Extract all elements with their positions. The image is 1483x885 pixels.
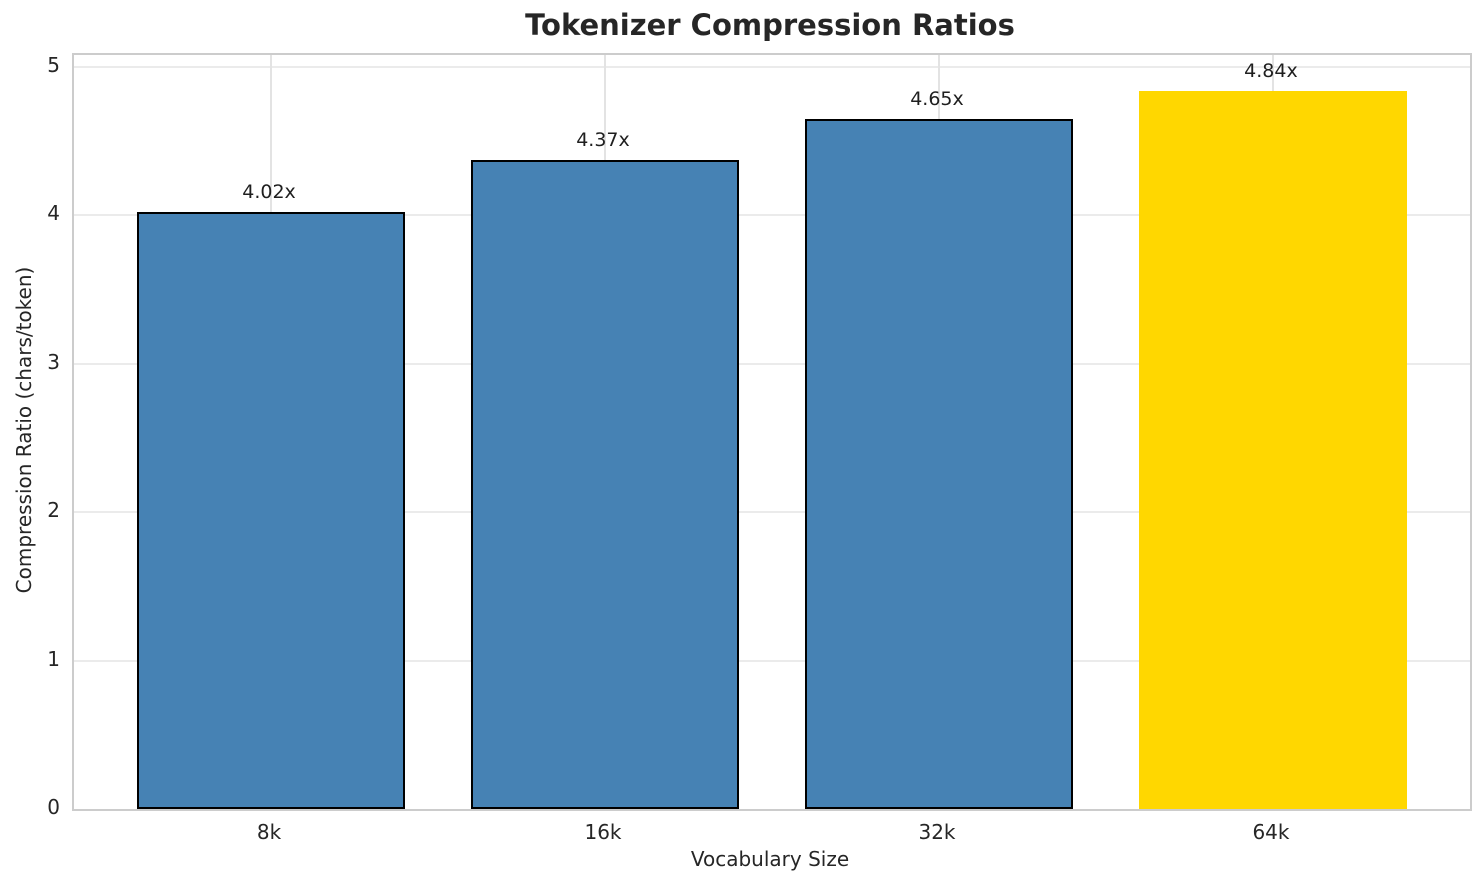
gridline-h-2 xyxy=(74,511,1470,514)
x-axis-label: Vocabulary Size xyxy=(690,847,850,871)
x-tick-label-8k: 8k xyxy=(256,820,282,844)
gridline-h-4 xyxy=(74,214,1470,217)
bar-8k xyxy=(137,212,405,809)
y-tick-label-5: 5 xyxy=(47,52,60,77)
chart-title: Tokenizer Compression Ratios xyxy=(525,8,1015,42)
bar-value-label-8k: 4.02x xyxy=(242,181,296,204)
plot-area xyxy=(72,53,1472,811)
y-axis-label: Compression Ratio (chars/token) xyxy=(12,266,36,594)
gridline-h-1 xyxy=(74,659,1470,662)
bar-value-label-64k: 4.84x xyxy=(1244,59,1298,82)
x-tick-label-32k: 32k xyxy=(918,820,956,844)
x-tick-label-64k: 64k xyxy=(1252,820,1290,844)
bar-16k xyxy=(471,160,739,809)
y-tick-label-4: 4 xyxy=(47,201,60,226)
y-tick-label-3: 3 xyxy=(47,349,60,374)
y-tick-label-0: 0 xyxy=(47,795,60,819)
x-tick-label-16k: 16k xyxy=(584,820,622,844)
y-tick-label-1: 1 xyxy=(47,646,60,671)
gridline-h-5 xyxy=(74,65,1470,68)
bar-value-label-16k: 4.37x xyxy=(576,129,630,152)
bar-value-label-32k: 4.65x xyxy=(910,87,964,110)
gridline-h-3 xyxy=(74,362,1470,365)
bar-64k xyxy=(1139,90,1407,809)
y-tick-label-2: 2 xyxy=(47,498,60,523)
bar-32k xyxy=(805,118,1073,809)
